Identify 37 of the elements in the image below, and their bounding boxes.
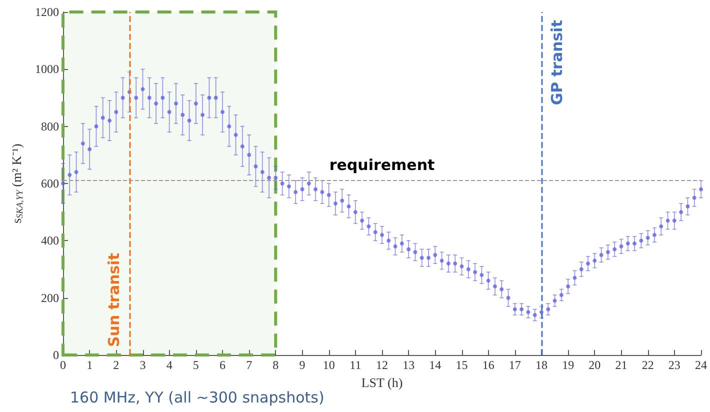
x-tick-label: 20 [588, 358, 601, 372]
x-tick-label: 3 [140, 358, 146, 372]
y-tick-label: 200 [41, 290, 59, 305]
y-tick-label: 0 [53, 348, 59, 362]
x-tick-label: 23 [668, 358, 680, 372]
x-tick-label: 15 [456, 358, 468, 372]
x-tick-label: 13 [402, 358, 415, 372]
ref-line-label: requirement [329, 156, 435, 174]
x-tick-label: 4 [166, 358, 172, 372]
y-tick-label: 800 [41, 119, 59, 134]
x-tick-label: 16 [482, 358, 494, 372]
x-tick-label: 7 [246, 358, 252, 372]
x-tick-label: 17 [508, 358, 521, 372]
y-tick-label: 600 [41, 176, 59, 190]
x-axis-title: LST (h) [361, 374, 403, 390]
x-tick-label: 6 [220, 358, 226, 372]
x-tick-label: 24 [695, 358, 707, 372]
y-tick-label: 1200 [35, 5, 59, 19]
text: 160 MHz, YY (all ~300 snapshots) [70, 388, 324, 406]
y-axis-title: sSKA,YY (m² K⁻¹) [9, 144, 25, 224]
x-tick-label: 1 [86, 358, 93, 372]
x-tick-label: 22 [642, 358, 654, 372]
x-tick-label: 2 [113, 358, 120, 372]
x-tick-label: 19 [562, 358, 574, 372]
x-tick-label: 9 [299, 358, 306, 372]
x-tick-label: 8 [272, 358, 279, 372]
ref-line-label: GP transit [548, 20, 566, 106]
ref-line-label: Sun transit [104, 253, 123, 347]
x-tick-label: 18 [536, 358, 548, 372]
x-tick-label: 10 [322, 358, 335, 372]
x-tick-label: 21 [615, 358, 628, 372]
x-tick-label: 5 [192, 358, 199, 372]
y-tick-label: 1000 [35, 62, 59, 76]
x-tick-label: 11 [350, 358, 362, 372]
x-tick-label: 12 [376, 358, 388, 372]
x-tick-label: 14 [429, 358, 442, 372]
y-tick-label: 400 [41, 234, 59, 248]
